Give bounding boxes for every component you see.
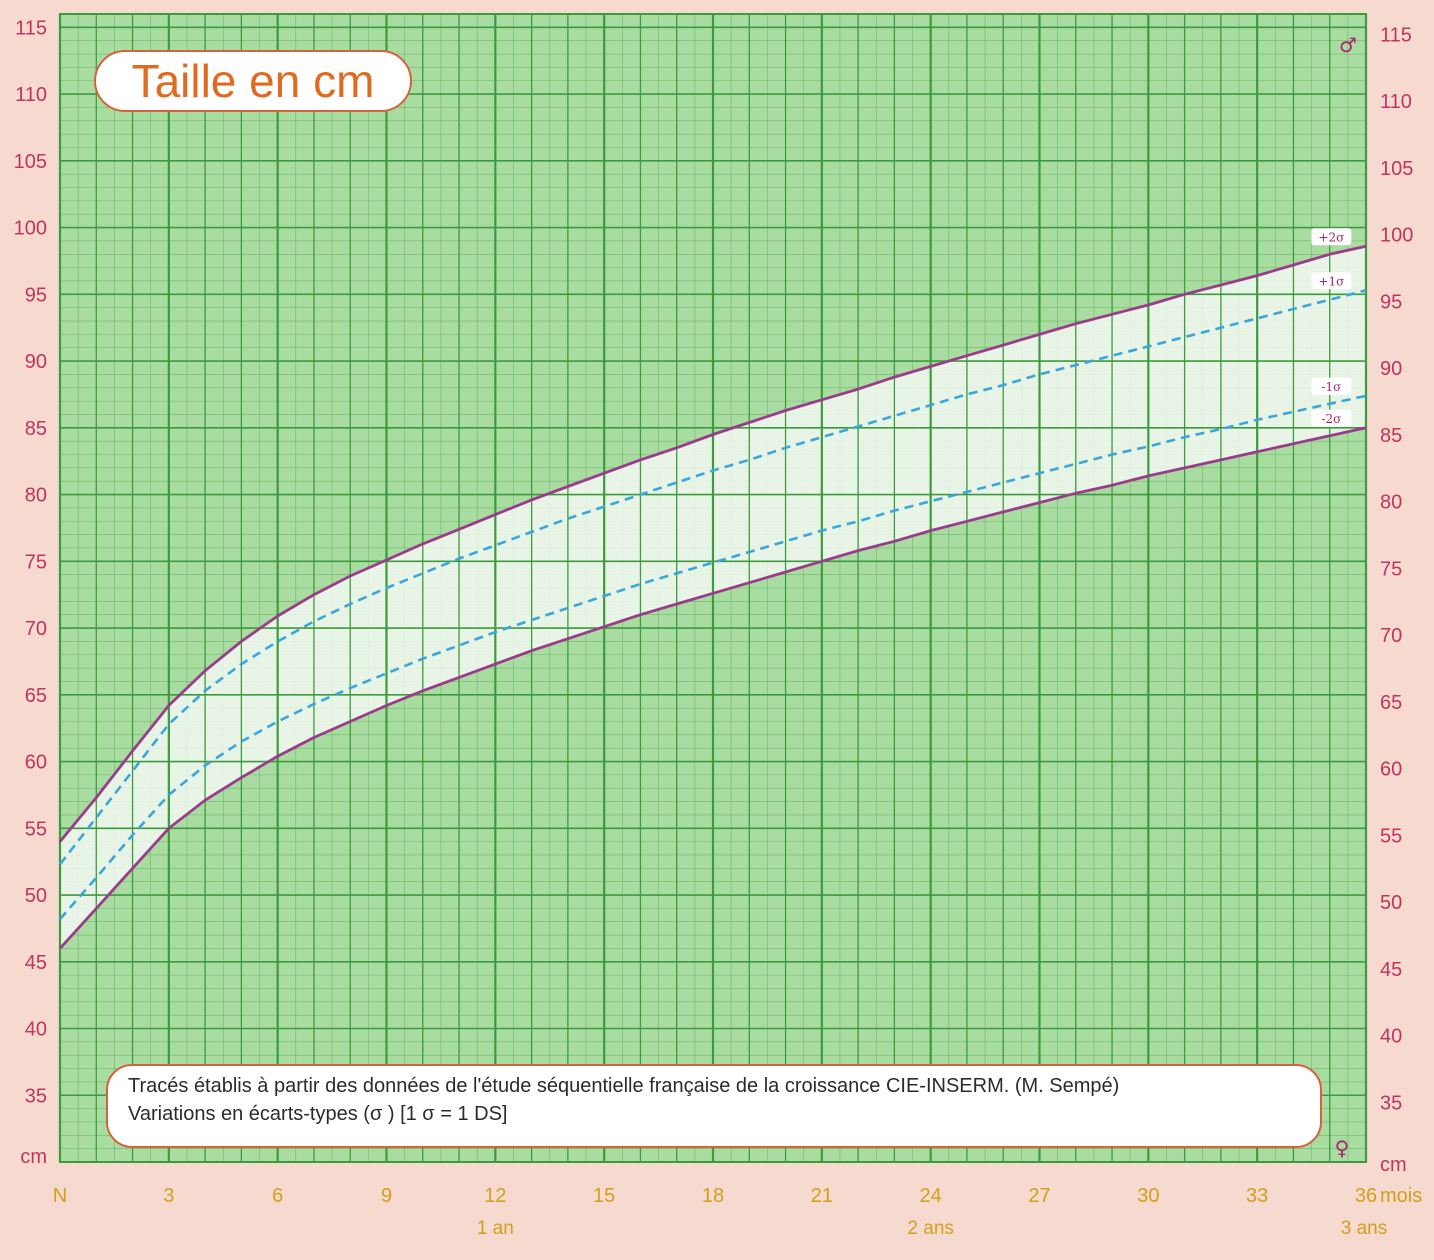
x-unit-label: mois [1380,1185,1422,1207]
y-tick-label-right: 40 [1380,1026,1402,1048]
y-tick-label-right: 105 [1380,158,1413,180]
series-label: -1σ [1321,380,1341,394]
y-tick-label-right: 60 [1380,759,1402,781]
major-grid [58,13,1368,1163]
female-symbol: ♀ [1335,1136,1350,1160]
source-note: Tracés établis à partir des données de l… [106,1064,1322,1148]
chart-title: Taille en cm [94,50,412,112]
y-tick-label-right: 50 [1380,892,1402,914]
x-tick-label: 12 [484,1185,506,1207]
y-tick-label-right: 90 [1380,358,1402,380]
y-unit-label-left: cm [20,1146,47,1168]
x-tick-label: 18 [702,1185,724,1207]
x-sublabel: 2 ans [907,1218,953,1239]
y-tick-label-left: 110 [15,84,47,106]
series-label: +2σ [1318,230,1344,244]
y-tick-label-left: 45 [25,952,47,974]
series-label-bg [1311,377,1352,395]
y-tick-label-left: 75 [25,551,47,573]
y-tick-label-right: 45 [1380,959,1402,981]
y-tick-label-left: 35 [25,1085,47,1107]
source-note-line-2: Variations en écarts-types (σ ) [1 σ = 1… [128,1103,508,1125]
series-label-bg [1311,228,1352,246]
y-tick-label-left: 55 [25,818,47,840]
y-unit-label-right: cm [1380,1154,1407,1176]
series-labels: +2σ +1σ -1σ -2σ [1311,228,1352,427]
y-tick-label-left: 100 [14,218,47,240]
series-label-bg [1311,409,1352,427]
x-tick-label: 30 [1137,1185,1159,1207]
x-tick-label: 24 [920,1185,942,1207]
y-tick-label-left: 50 [25,885,47,907]
y-tick-label-right: 115 [1380,24,1412,46]
x-sublabel: 1 an [477,1218,514,1239]
x-tick-label: 6 [272,1185,283,1207]
y-tick-label-left: 70 [25,618,47,640]
chart-title-text: Taille en cm [131,55,375,107]
sigma-curves [58,244,1367,950]
x-tick-label: N [53,1185,67,1207]
series-label-bg [1311,272,1352,290]
y-tick-label-left: 40 [25,1019,47,1041]
x-tick-label: 36 [1355,1185,1377,1207]
male-symbol: ♂ [1339,33,1357,57]
x-tick-label: 15 [593,1185,615,1207]
x-tick-label: 21 [811,1185,833,1207]
y-ticks-right: 35 40 45 50 55 60 65 70 75 80 85 90 95 100 105 110 115 cm [1380,24,1413,1176]
y-tick-label-right: 70 [1380,625,1402,647]
source-note-line-1: Tracés établis à partir des données de l… [128,1075,1120,1097]
x-tick-label: 33 [1246,1185,1268,1207]
y-tick-label-left: 65 [25,685,47,707]
y-tick-label-right: 95 [1380,291,1402,313]
y-tick-label-left: 60 [25,752,47,774]
y-tick-label-left: 80 [25,485,47,507]
x-sublabel: 3 ans [1341,1218,1387,1239]
y-tick-label-right: 85 [1380,425,1402,447]
x-tick-label: 3 [163,1185,174,1207]
series-label: -2σ [1321,412,1341,426]
series-label: +1σ [1318,274,1344,288]
y-ticks-left: 35 40 45 50 55 60 65 70 75 80 85 90 95 100 105 110 115 cm [14,17,47,1168]
y-tick-label-right: 65 [1380,692,1402,714]
y-tick-label-left: 85 [25,418,47,440]
y-tick-label-right: 55 [1380,825,1402,847]
y-tick-label-right: 110 [1380,91,1412,113]
y-tick-label-right: 80 [1380,492,1402,514]
series-line [58,426,1367,950]
y-tick-label-right: 35 [1380,1092,1402,1114]
y-tick-label-left: 90 [25,351,47,373]
y-tick-label-left: 95 [25,284,47,306]
y-tick-label-left: 105 [14,151,47,173]
plot-border [59,13,1367,1163]
y-tick-label-right: 100 [1380,225,1413,247]
x-tick-label: 9 [381,1185,392,1207]
x-tick-label: 27 [1028,1185,1050,1207]
series-line [58,244,1367,843]
y-tick-label-right: 75 [1380,558,1402,580]
y-tick-label-left: 115 [15,17,47,39]
series-line [58,289,1367,866]
